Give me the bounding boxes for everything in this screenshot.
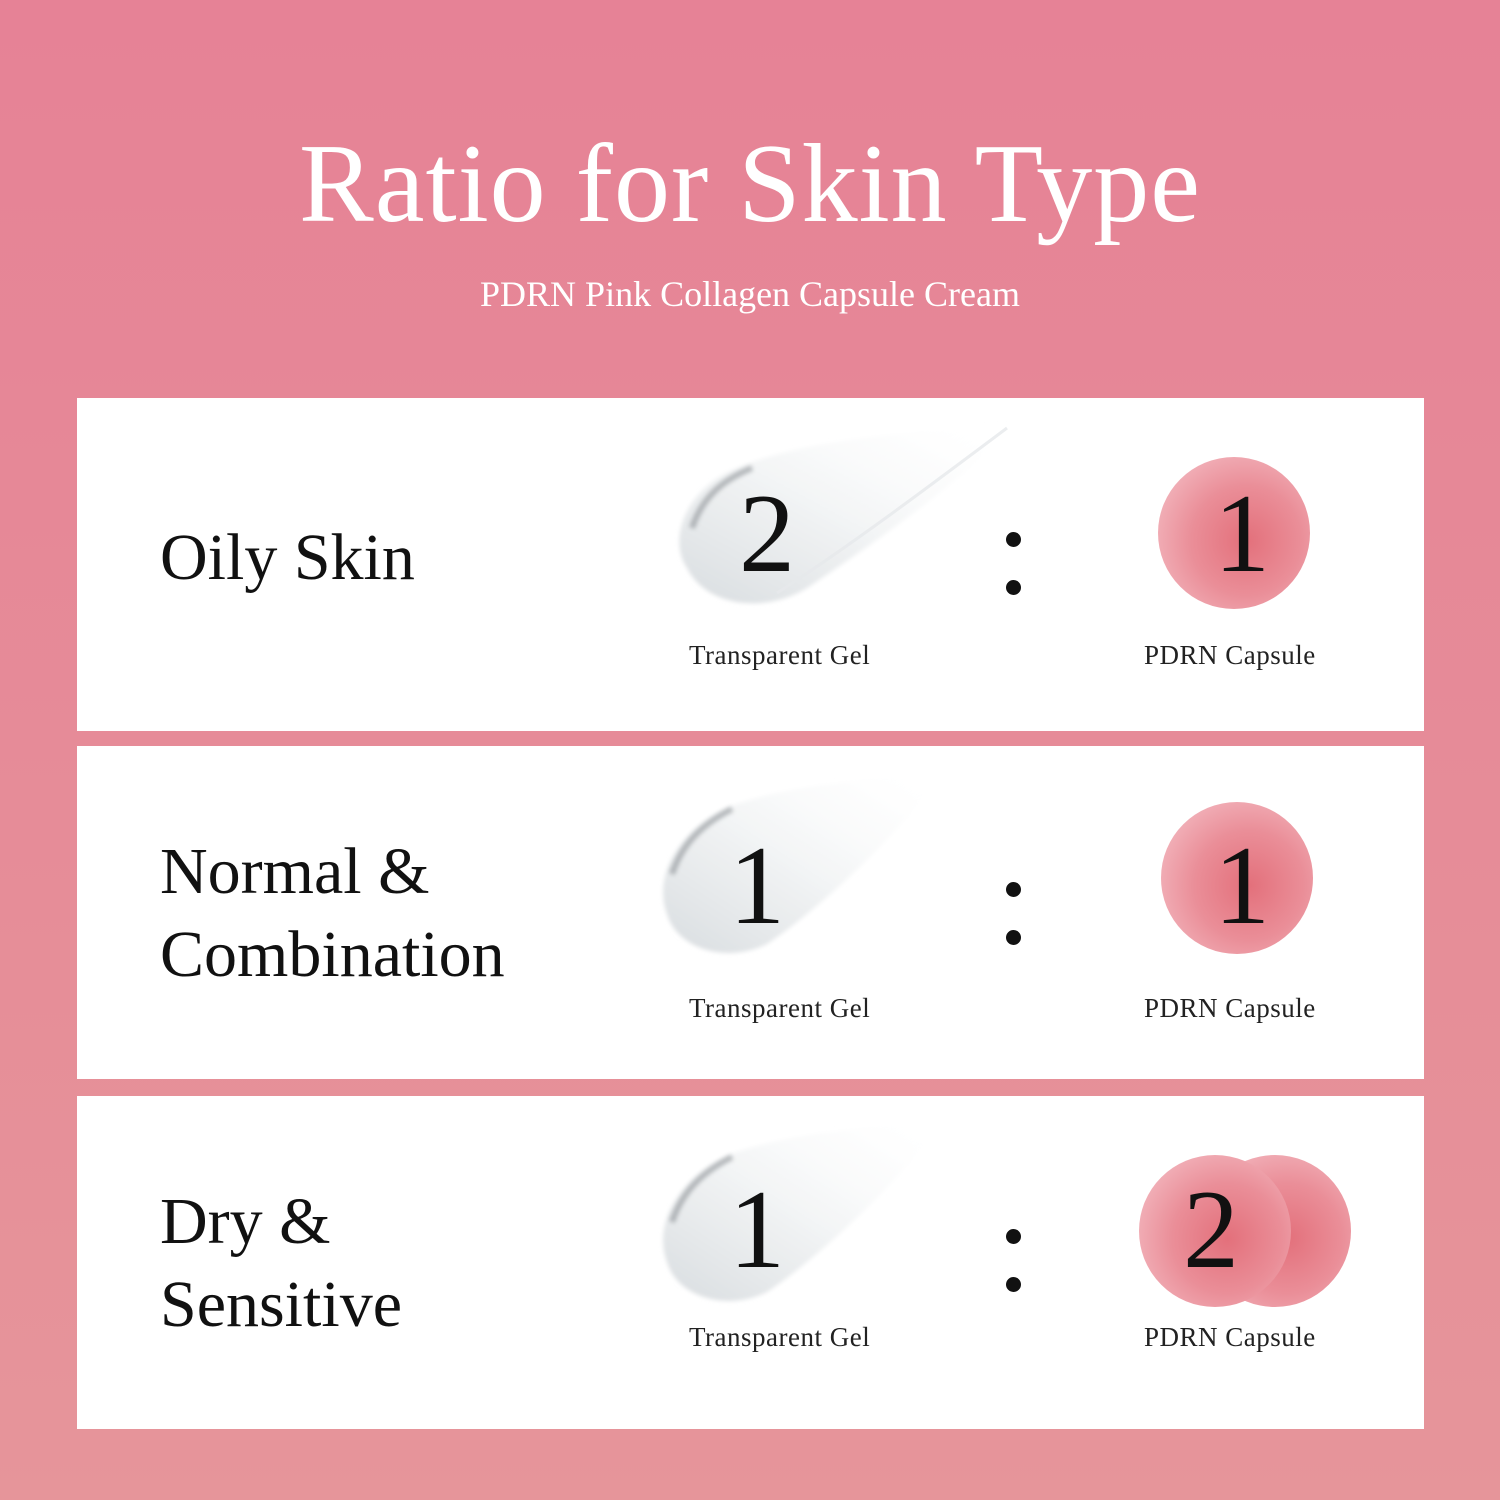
capsule-label: PDRN Capsule <box>1144 1322 1316 1352</box>
pdrn-capsule-icon <box>1161 802 1313 954</box>
transparent-gel-icon <box>679 423 1017 604</box>
capsule-label: PDRN Capsule <box>1144 993 1316 1023</box>
ratio-card-normal-combination: Normal & Combination 1 1 Transparent Gel … <box>77 746 1424 1079</box>
capsule-ratio-number: 1 <box>1214 824 1270 948</box>
gel-ratio-number: 1 <box>729 1168 785 1292</box>
gel-ratio-number: 2 <box>739 472 795 596</box>
capsule-ratio-number: 2 <box>1183 1168 1239 1292</box>
pdrn-capsule-icon <box>1158 457 1310 609</box>
transparent-gel-icon <box>663 769 947 953</box>
capsule-label: PDRN Capsule <box>1144 640 1316 670</box>
ratio-card-dry-sensitive: Dry & Sensitive 1 2 Transparent Gel PDRN … <box>77 1096 1424 1429</box>
gel-label: Transparent Gel <box>689 1322 871 1352</box>
skin-type-label: Dry & Sensitive <box>160 1185 402 1341</box>
ratio-card-oily: Oily Skin 2 1 Transparent Gel PDRN Capsu… <box>77 398 1424 731</box>
skin-type-label: Oily Skin <box>160 521 415 594</box>
gel-ratio-number: 1 <box>729 824 785 948</box>
skin-type-label: Normal & Combination <box>160 835 505 991</box>
page-subtitle: PDRN Pink Collagen Capsule Cream <box>480 274 1020 314</box>
transparent-gel-icon <box>663 1117 947 1301</box>
gel-label: Transparent Gel <box>689 640 871 670</box>
gel-label: Transparent Gel <box>689 993 871 1023</box>
page-title: Ratio for Skin Type <box>299 122 1201 246</box>
capsule-ratio-number: 1 <box>1214 472 1270 596</box>
pdrn-capsule-icon <box>1139 1155 1291 1307</box>
